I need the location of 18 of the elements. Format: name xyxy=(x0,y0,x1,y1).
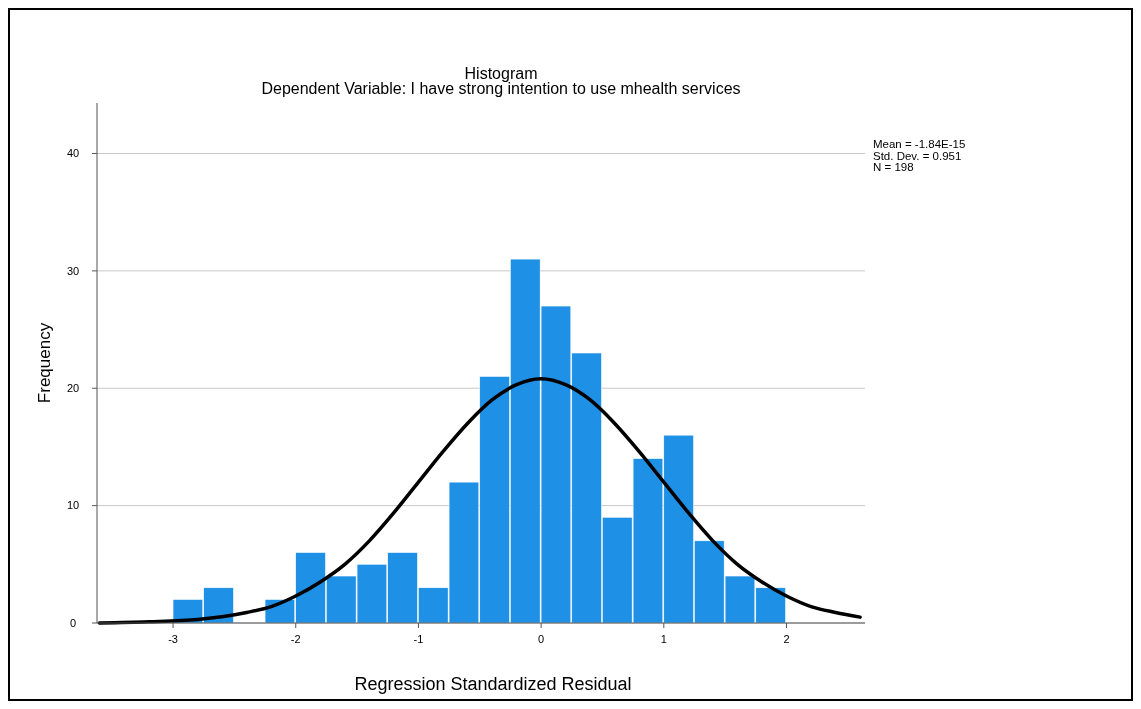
text: Std. Dev. = 0.951 xyxy=(873,149,962,162)
y-axis-title: Frequency xyxy=(35,322,54,404)
y-tick-label: 30 xyxy=(66,264,80,277)
y-tick-label: 10 xyxy=(66,499,80,512)
x-tick-label: 2 xyxy=(783,633,790,645)
y-tick-label: 20 xyxy=(66,382,80,395)
y-tick-label: 40 xyxy=(66,147,80,160)
x-axis-title: Regression Standardized Residual xyxy=(354,674,632,694)
x-tick-label: -3 xyxy=(168,633,178,645)
text: N = 198 xyxy=(873,161,914,173)
chart-title: Histogram xyxy=(464,65,538,82)
line-series xyxy=(97,377,862,625)
x-tick-label: 1 xyxy=(660,633,667,645)
y-tick-label: 0 xyxy=(69,616,77,629)
text: Mean = -1.84E-15 xyxy=(873,138,966,150)
x-tick-label: 0 xyxy=(538,633,545,645)
x-tick-label: -2 xyxy=(290,633,301,645)
x-tick-label: -1 xyxy=(413,633,424,645)
